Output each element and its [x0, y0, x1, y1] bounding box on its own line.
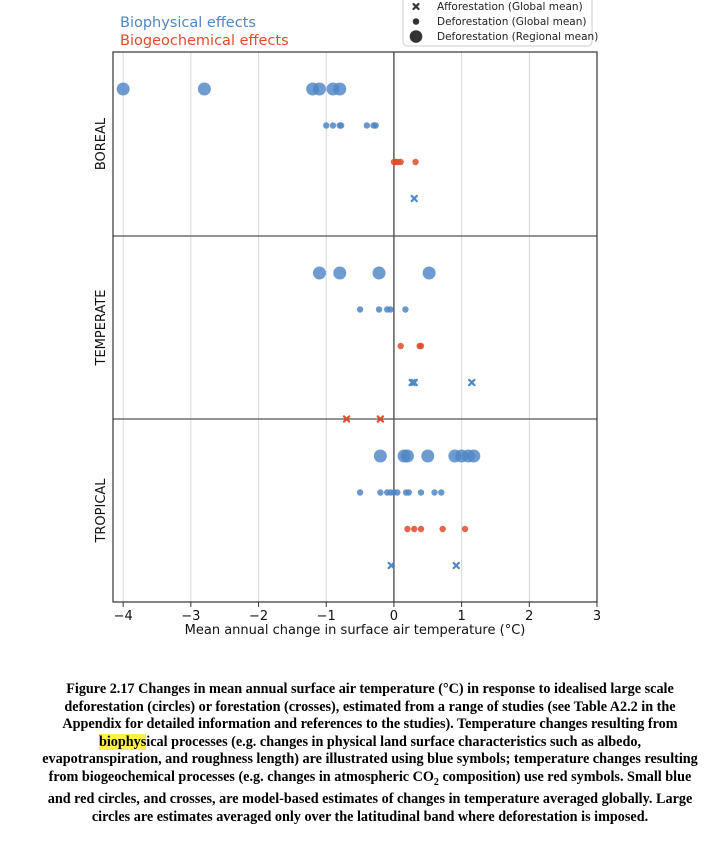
- data-point-small-circle: [411, 525, 418, 533]
- marker-legend-box: [402, 0, 593, 47]
- data-point-small-circle: [375, 306, 383, 313]
- data-point-large-circle: [421, 449, 435, 463]
- x-tick-label: −4: [114, 609, 133, 624]
- legend-biogeochemical: Biogeochemical effects: [120, 33, 289, 49]
- x-tick-label: −1: [317, 609, 336, 624]
- caption-text-3: composition) use red symbols. Small blue…: [47, 768, 693, 825]
- data-point-small-circle: [417, 342, 425, 350]
- data-point-small-circle: [356, 306, 364, 313]
- data-point-small-circle: [438, 489, 445, 496]
- caption-subscript: 2: [433, 776, 439, 788]
- data-point-small-circle: [372, 122, 379, 129]
- data-point-small-circle: [412, 158, 419, 166]
- data-point-small-circle: [431, 489, 438, 496]
- legend-label-deforestation-regional: Deforestation (Regional mean): [437, 31, 598, 43]
- data-point-large-circle: [197, 82, 211, 96]
- data-point-cross: [452, 561, 460, 570]
- data-point-small-circle: [387, 306, 394, 313]
- data-point-large-circle: [116, 82, 130, 96]
- legend-label-deforestation-global: Deforestation (Global mean): [437, 16, 587, 28]
- data-point-large-circle: [312, 266, 326, 280]
- data-point-large-circle: [467, 449, 481, 463]
- data-point-large-circle: [333, 266, 347, 280]
- panel-label-boreal: BOREAL: [94, 117, 109, 170]
- legend-biophysical: Biophysical effects: [120, 15, 256, 31]
- data-point-cross: [410, 378, 418, 387]
- data-point-small-circle: [417, 525, 425, 533]
- data-point-small-circle: [402, 306, 409, 313]
- data-point-small-circle: [461, 525, 469, 533]
- data-point-small-circle: [377, 489, 384, 496]
- data-point-small-circle: [356, 489, 364, 496]
- data-point-small-circle: [439, 525, 446, 533]
- marker-legend: Afforestation (Global mean) Deforestatio…: [402, 0, 598, 47]
- data-point-large-circle: [422, 266, 436, 280]
- x-tick-label: −2: [249, 609, 268, 624]
- data-point-large-circle: [333, 82, 347, 96]
- panel-label-temperate: TEMPERATE: [94, 290, 109, 367]
- data-point-cross: [410, 194, 418, 203]
- caption-text-2: ical processes (e.g. changes in physical…: [42, 733, 698, 785]
- data-point-small-circle: [417, 489, 425, 496]
- legend-label-afforestation: Afforestation (Global mean): [437, 1, 583, 13]
- x-tick-label: 3: [593, 609, 601, 624]
- data-point-small-circle: [337, 122, 345, 129]
- data-point-small-circle: [397, 342, 404, 350]
- data-point-small-circle: [394, 489, 401, 496]
- caption-highlight: biophys: [98, 733, 147, 750]
- data-point-small-circle: [404, 525, 411, 533]
- x-tick-label: 0: [390, 609, 398, 624]
- data-point-large-circle: [400, 449, 414, 463]
- data-point-small-circle: [323, 122, 330, 129]
- legend-large-circle-icon: [409, 30, 423, 43]
- data-point-large-circle: [372, 266, 386, 280]
- x-axis-label: Mean annual change in surface air temper…: [185, 623, 526, 638]
- data-point-small-circle: [363, 122, 371, 129]
- plot-frame: [112, 51, 598, 603]
- data-point-cross: [468, 378, 476, 387]
- x-tick-label: 2: [525, 609, 533, 624]
- data-point-cross: [376, 415, 385, 423]
- panel-label-tropical: TROPICAL: [94, 478, 109, 544]
- caption-text-1: Figure 2.17 Changes in mean annual surfa…: [62, 681, 678, 733]
- figure-caption: Figure 2.17 Changes in mean annual surfa…: [40, 681, 700, 827]
- data-point-small-circle: [397, 158, 404, 166]
- legend-small-circle-icon: [412, 18, 420, 25]
- data-point-large-circle: [312, 82, 326, 96]
- temperature-change-chart: Biophysical effects Biogeochemical effec…: [94, 0, 601, 638]
- legend-cross-icon: [412, 2, 420, 11]
- data-point-large-circle: [373, 449, 387, 463]
- data-point-small-circle: [405, 489, 413, 496]
- data-point-cross: [387, 561, 395, 570]
- data-point-small-circle: [329, 122, 337, 129]
- x-tick-label: 1: [457, 609, 465, 624]
- data-point-cross: [342, 415, 351, 423]
- plot-area: BOREAL TEMPERATE TROPICAL −4 −3 −2 −1 0 1 2 3 Mean …: [94, 51, 601, 638]
- x-tick-label: −3: [181, 609, 200, 624]
